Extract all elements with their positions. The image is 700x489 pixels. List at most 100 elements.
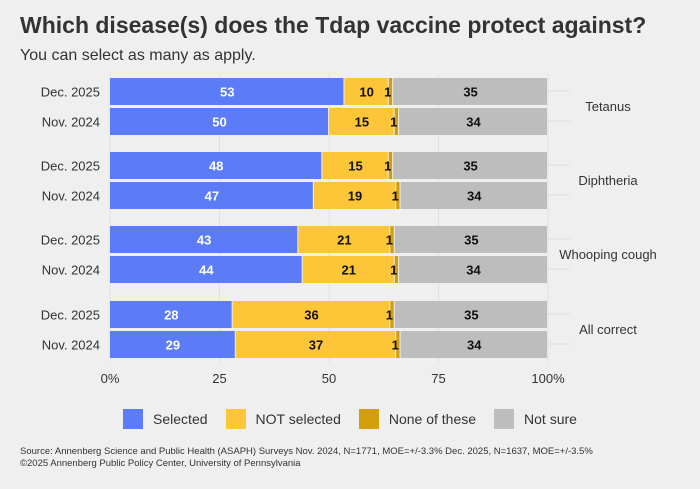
data-label: 44: [199, 263, 214, 278]
data-label: 34: [467, 338, 482, 353]
bar-none-of-these: [396, 182, 400, 209]
bar-not-selected: [235, 331, 396, 358]
data-label: 35: [464, 233, 478, 248]
bar-selected: [110, 182, 313, 209]
legend-item: Not sure: [494, 409, 577, 429]
data-label: 1: [386, 308, 393, 323]
data-label: 48: [209, 159, 223, 174]
legend-item: Selected: [123, 409, 208, 429]
bar-not-selected: [313, 182, 396, 209]
bar-selected: [110, 226, 298, 253]
copyright-text: ©2025 Annenberg Public Policy Center, Un…: [20, 458, 301, 469]
bar-not-selected: [329, 108, 394, 135]
legend-item: NOT selected: [225, 409, 341, 429]
data-label: 1: [384, 159, 391, 174]
data-label: 50: [212, 115, 226, 130]
legend-swatch: [358, 409, 379, 429]
legend-swatch: [494, 409, 515, 429]
bar-selected: [110, 108, 328, 135]
data-label: 43: [197, 233, 211, 248]
data-label: 1: [384, 85, 391, 100]
data-label: 10: [359, 85, 373, 100]
row-label: Nov. 2024: [42, 189, 100, 204]
row-label: Dec. 2025: [41, 85, 100, 100]
legend-label: None of these: [388, 411, 477, 427]
x-tick-label: 75: [431, 371, 445, 386]
data-label: 37: [309, 338, 323, 353]
data-label: 35: [464, 308, 478, 323]
legend-label: Not sure: [524, 411, 577, 427]
data-label: 19: [348, 189, 362, 204]
source-text: Source: Annenberg Science and Public Hea…: [20, 446, 593, 457]
data-label: 28: [164, 308, 178, 323]
bar-selected: [110, 152, 322, 179]
data-label: 15: [348, 159, 362, 174]
data-label: 36: [304, 308, 318, 323]
bar-selected: [110, 331, 235, 358]
facet-label: Tetanus: [585, 99, 631, 114]
data-label: 15: [355, 115, 369, 130]
data-label: 47: [205, 189, 219, 204]
bar-not-sure: [400, 331, 547, 358]
row-label: Nov. 2024: [42, 115, 100, 130]
data-label: 21: [337, 233, 351, 248]
bar-none-of-these: [388, 152, 393, 179]
legend: Selected NOT selected None of these Not sur…: [0, 409, 700, 429]
bar-none-of-these: [388, 78, 393, 105]
bar-not-selected: [298, 226, 390, 253]
facet-label: Diphtheria: [578, 173, 638, 188]
x-tick-label: 100%: [531, 371, 565, 386]
data-label: 1: [386, 233, 393, 248]
legend-swatch: [123, 409, 144, 429]
data-label: 1: [390, 263, 397, 278]
stacked-bar-chart: Tetanus Dec. 2025 53 10 1 35 Nov. 2024 50 15 1 34 D…: [41, 74, 657, 386]
bar-none-of-these: [394, 256, 399, 283]
bar-none-of-these: [390, 226, 394, 253]
bar-not-sure: [393, 152, 547, 179]
row-label: Nov. 2024: [42, 338, 100, 353]
bar-none-of-these: [390, 301, 394, 328]
facet-label: All correct: [579, 322, 637, 337]
chart-title: Which disease(s) does the Tdap vaccine p…: [20, 12, 647, 38]
data-label: 34: [467, 189, 482, 204]
legend-label: Selected: [153, 411, 208, 427]
legend-item: None of these: [358, 409, 477, 429]
data-label: 53: [220, 85, 234, 100]
bar-not-selected: [322, 152, 388, 179]
x-tick-label: 25: [212, 371, 226, 386]
bar-selected: [110, 256, 302, 283]
bar-not-sure: [394, 301, 547, 328]
data-label: 1: [392, 338, 399, 353]
data-label: 35: [463, 159, 477, 174]
data-label: 34: [466, 263, 481, 278]
row-label: Dec. 2025: [41, 233, 100, 248]
bar-not-selected: [344, 78, 388, 105]
bar-not-selected: [232, 301, 390, 328]
chart-subtitle: You can select as many as apply.: [20, 47, 256, 64]
bar-not-sure: [400, 182, 547, 209]
bar-not-sure: [399, 256, 547, 283]
data-label: 29: [166, 338, 180, 353]
bar-selected: [110, 301, 232, 328]
data-label: 21: [341, 263, 355, 278]
bar-selected: [110, 78, 344, 105]
bar-none-of-these: [394, 108, 399, 135]
data-label: 1: [390, 115, 397, 130]
bar-not-sure: [399, 108, 547, 135]
data-label: 34: [466, 115, 481, 130]
legend-label: NOT selected: [255, 411, 341, 427]
data-label: 1: [392, 189, 399, 204]
row-label: Dec. 2025: [41, 159, 100, 174]
facet-label: Whooping cough: [559, 247, 657, 262]
data-label: 35: [463, 85, 477, 100]
x-tick-label: 0%: [101, 371, 120, 386]
x-tick-label: 50: [322, 371, 336, 386]
legend-swatch: [225, 409, 246, 429]
bar-none-of-these: [396, 331, 400, 358]
source-note: Source: Annenberg Science and Public Hea…: [20, 446, 593, 470]
row-label: Dec. 2025: [41, 308, 100, 323]
row-label: Nov. 2024: [42, 263, 100, 278]
bar-not-sure: [394, 226, 547, 253]
bar-not-sure: [393, 78, 547, 105]
bar-not-selected: [302, 256, 394, 283]
